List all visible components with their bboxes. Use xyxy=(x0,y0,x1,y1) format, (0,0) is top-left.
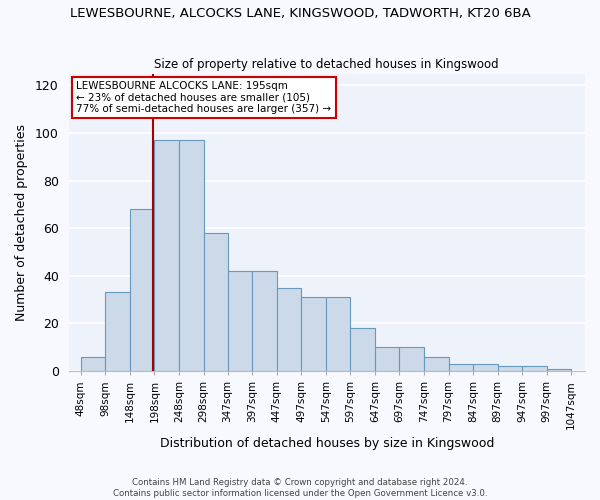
Bar xyxy=(497,366,522,371)
Bar xyxy=(252,271,277,371)
Bar xyxy=(424,356,449,371)
Bar xyxy=(179,140,203,371)
Title: Size of property relative to detached houses in Kingswood: Size of property relative to detached ho… xyxy=(154,58,499,71)
Bar xyxy=(473,364,497,371)
Bar xyxy=(203,233,228,371)
Bar xyxy=(400,347,424,371)
Bar xyxy=(130,209,154,371)
Bar xyxy=(449,364,473,371)
Bar xyxy=(350,328,375,371)
Bar xyxy=(326,297,350,371)
Bar xyxy=(106,292,130,371)
Text: LEWESBOURNE ALCOCKS LANE: 195sqm
← 23% of detached houses are smaller (105)
77% : LEWESBOURNE ALCOCKS LANE: 195sqm ← 23% o… xyxy=(76,81,331,114)
Text: LEWESBOURNE, ALCOCKS LANE, KINGSWOOD, TADWORTH, KT20 6BA: LEWESBOURNE, ALCOCKS LANE, KINGSWOOD, TA… xyxy=(70,8,530,20)
Bar xyxy=(277,288,301,371)
Bar xyxy=(154,140,179,371)
Bar xyxy=(375,347,400,371)
Y-axis label: Number of detached properties: Number of detached properties xyxy=(15,124,28,321)
Bar xyxy=(547,368,571,371)
Bar xyxy=(227,271,252,371)
Bar xyxy=(81,356,106,371)
X-axis label: Distribution of detached houses by size in Kingswood: Distribution of detached houses by size … xyxy=(160,437,494,450)
Bar xyxy=(522,366,547,371)
Text: Contains HM Land Registry data © Crown copyright and database right 2024.
Contai: Contains HM Land Registry data © Crown c… xyxy=(113,478,487,498)
Bar xyxy=(301,297,326,371)
